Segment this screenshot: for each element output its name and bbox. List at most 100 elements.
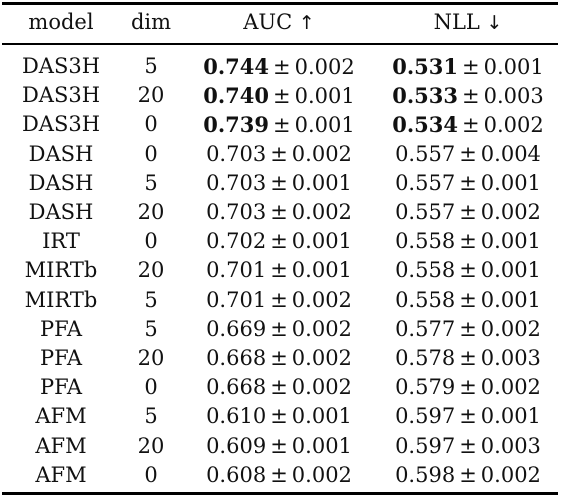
auc-std: 0.002: [291, 141, 352, 166]
cell-auc: 0.608 ±0.002: [186, 461, 372, 490]
auc-mean: 0.609: [206, 433, 267, 458]
cell-model: MIRTb: [24, 287, 98, 312]
cell-dim: 5: [144, 54, 158, 78]
cell-model: DAS3H: [21, 112, 101, 137]
cell-nll: 0.597 ±0.001: [374, 402, 562, 431]
table-row: AFM 5 0.610 ±0.001 0.597 ±0.001: [0, 402, 562, 431]
auc-mean: 0.668: [206, 346, 267, 370]
auc-std: 0.001: [291, 229, 352, 254]
header-dim: dim: [130, 10, 172, 34]
cell-model: AFM: [35, 433, 87, 458]
plus-minus-symbol: ±: [459, 404, 477, 429]
table-row: PFA 5 0.669 ±0.002 0.577 ±0.002: [0, 315, 562, 344]
nll-mean: 0.558: [395, 258, 456, 283]
table-row: MIRTb 20 0.701 ±0.001 0.558 ±0.001: [0, 256, 562, 285]
nll-mean: 0.531: [392, 54, 459, 79]
cell-dim: 20: [137, 258, 165, 283]
cell-nll: 0.558 ±0.001: [374, 286, 562, 315]
nll-std: 0.002: [480, 462, 541, 487]
table-row: DAS3H 20 0.740 ±0.001 0.533 ±0.003: [0, 81, 562, 110]
plus-minus-symbol: ±: [462, 84, 480, 109]
nll-std: 0.001: [480, 229, 541, 254]
plus-minus-symbol: ±: [273, 113, 291, 138]
cell-dim: 0: [144, 462, 158, 487]
auc-mean: 0.668: [206, 375, 267, 400]
table-row: PFA 0 0.668 ±0.002 0.579 ±0.002: [0, 373, 562, 402]
plus-minus-symbol: ±: [270, 141, 288, 166]
plus-minus-symbol: ±: [270, 433, 288, 458]
auc-std: 0.001: [291, 433, 352, 458]
plus-minus-symbol: ±: [270, 229, 288, 254]
nll-mean: 0.534: [392, 112, 459, 138]
auc-std: 0.002: [291, 375, 352, 400]
auc-std: 0.002: [291, 462, 352, 487]
plus-minus-symbol: ±: [459, 229, 477, 254]
auc-mean: 0.701: [206, 287, 267, 312]
cell-nll: 0.577 ±0.002: [374, 315, 562, 344]
plus-minus-symbol: ±: [270, 316, 288, 341]
header-model: model: [28, 10, 94, 34]
table-row: DAS3H 0 0.739 ±0.001 0.534 ±0.002: [0, 110, 562, 139]
nll-std: 0.003: [480, 346, 541, 370]
header-nll: NLL ↓: [374, 8, 562, 38]
auc-mean: 0.701: [206, 258, 267, 283]
plus-minus-symbol: ±: [459, 200, 477, 224]
cell-model: DASH: [28, 141, 94, 166]
auc-std: 0.001: [291, 404, 352, 429]
bottom-rule: [2, 492, 558, 495]
auc-mean: 0.703: [206, 170, 267, 195]
cell-dim: 0: [144, 112, 158, 137]
auc-mean: 0.702: [206, 229, 267, 254]
table-row: AFM 20 0.609 ±0.001 0.597 ±0.003: [0, 432, 562, 461]
nll-mean: 0.557: [395, 170, 456, 195]
plus-minus-symbol: ±: [273, 84, 291, 109]
plus-minus-symbol: ±: [459, 375, 477, 400]
cell-auc: 0.703 ±0.001: [186, 169, 372, 198]
plus-minus-symbol: ±: [273, 55, 291, 79]
nll-std: 0.001: [480, 287, 541, 312]
cell-model: DAS3H: [21, 54, 101, 78]
cell-nll: 0.598 ±0.002: [374, 461, 562, 490]
table-row: DASH 0 0.703 ±0.002 0.557 ±0.004: [0, 140, 562, 169]
auc-mean: 0.669: [206, 316, 267, 341]
nll-mean: 0.533: [392, 83, 459, 109]
plus-minus-symbol: ±: [270, 170, 288, 195]
cell-dim: 20: [137, 346, 165, 370]
cell-model: MIRTb: [24, 258, 98, 283]
cell-dim: 0: [144, 141, 158, 166]
cell-nll: 0.533 ±0.003: [374, 81, 562, 111]
cell-auc: 0.669 ±0.002: [186, 315, 372, 344]
nll-std: 0.001: [483, 55, 544, 79]
auc-mean: 0.703: [206, 200, 267, 224]
plus-minus-symbol: ±: [270, 200, 288, 224]
auc-mean: 0.610: [206, 404, 267, 429]
nll-std: 0.003: [483, 84, 544, 109]
cell-model: PFA: [39, 346, 83, 370]
nll-mean: 0.577: [395, 316, 456, 341]
table-row: PFA 20 0.668 ±0.002 0.578 ±0.003: [0, 344, 562, 373]
cell-nll: 0.557 ±0.004: [374, 140, 562, 169]
header-nll-label: NLL: [433, 10, 480, 34]
nll-mean: 0.578: [395, 346, 456, 370]
nll-mean: 0.597: [395, 404, 456, 429]
cell-dim: 5: [144, 316, 158, 341]
cell-nll: 0.579 ±0.002: [374, 373, 562, 402]
nll-mean: 0.558: [395, 287, 456, 312]
nll-mean: 0.597: [395, 433, 456, 458]
cell-auc: 0.703 ±0.002: [186, 140, 372, 169]
table-row: IRT 0 0.702 ±0.001 0.558 ±0.001: [0, 227, 562, 256]
cell-auc: 0.744 ±0.002: [186, 52, 372, 82]
plus-minus-symbol: ±: [462, 113, 480, 138]
plus-minus-symbol: ±: [459, 316, 477, 341]
cell-model: DASH: [28, 200, 94, 224]
nll-std: 0.001: [480, 170, 541, 195]
auc-mean: 0.608: [206, 462, 267, 487]
cell-dim: 0: [144, 229, 158, 254]
cell-model: AFM: [35, 404, 87, 429]
cell-auc: 0.740 ±0.001: [186, 81, 372, 111]
top-rule: [2, 2, 558, 5]
plus-minus-symbol: ±: [270, 404, 288, 429]
table-row: MIRTb 5 0.701 ±0.002 0.558 ±0.001: [0, 286, 562, 315]
plus-minus-symbol: ±: [459, 433, 477, 458]
